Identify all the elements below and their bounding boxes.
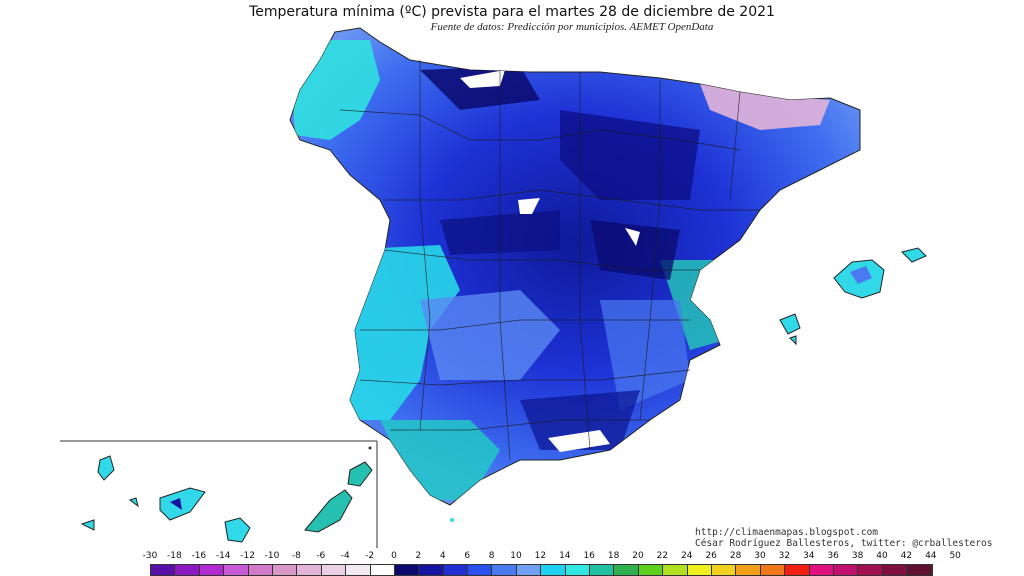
legend-tick: 34	[803, 551, 815, 561]
legend-swatch	[614, 565, 639, 575]
legend-tick: -14	[215, 551, 231, 561]
legend-swatch	[590, 565, 615, 575]
region-ibiza	[779, 313, 801, 346]
legend-swatch	[516, 565, 542, 575]
legend-tick: 30	[754, 551, 766, 561]
legend-ticks: -30 -18 -16 -14 -12 -10 -8 -6 -4 -2 0 2 4 6 8 10 12 14 16 1…	[143, 551, 961, 563]
legend-swatch	[297, 565, 322, 575]
legend-tick: 22	[656, 551, 669, 561]
legend-swatches	[150, 564, 933, 576]
legend-tick: -16	[191, 551, 207, 561]
legend-swatch	[882, 565, 908, 575]
canarias-inset	[60, 440, 378, 548]
legend-swatch	[687, 565, 712, 575]
legend-tick: 36	[827, 551, 839, 561]
legend-swatch	[736, 565, 761, 575]
legend-tick: -6	[316, 551, 326, 561]
legend-tick: 26	[705, 551, 717, 561]
legend-tick: -18	[167, 551, 182, 561]
legend-tick: -4	[340, 551, 350, 561]
legend-tick: 24	[681, 551, 693, 561]
legend-swatch	[346, 565, 371, 575]
credit-author: César Rodríguez Ballesteros, twitter: @c…	[695, 538, 993, 549]
legend-swatch	[468, 565, 493, 575]
legend-swatch	[419, 565, 444, 575]
legend-tick: 6	[464, 551, 471, 561]
legend-swatch	[907, 565, 932, 575]
legend-swatch	[151, 565, 176, 575]
legend-swatch	[663, 565, 688, 575]
legend-tick: 12	[534, 551, 547, 561]
legend-swatch	[565, 565, 591, 575]
color-legend: -30 -18 -16 -14 -12 -10 -8 -6 -4 -2 0 2 4 6 8 10 12 14 16 1…	[143, 551, 961, 576]
legend-tick: 40	[876, 551, 888, 561]
legend-tick: -8	[291, 551, 301, 561]
legend-tick: 20	[632, 551, 644, 561]
legend-swatch	[272, 565, 298, 575]
legend-swatch	[492, 565, 517, 575]
legend-swatch	[760, 565, 786, 575]
legend-tick: -10	[264, 551, 280, 561]
legend-swatch	[394, 565, 420, 575]
legend-swatch	[321, 565, 347, 575]
legend-swatch	[370, 565, 395, 575]
legend-swatch	[858, 565, 883, 575]
legend-tick: -30	[142, 551, 158, 561]
credit-url: http://climaenmapas.blogspot.com	[695, 527, 879, 538]
legend-tick: 38	[851, 551, 864, 561]
legend-tick: 32	[778, 551, 791, 561]
map-title: Temperatura mínima (ºC) prevista para el…	[249, 4, 775, 20]
map-subtitle: Fuente de datos: Predicción por municipi…	[430, 21, 714, 33]
legend-tick: 28	[729, 551, 742, 561]
region-menorca	[901, 247, 927, 263]
legend-swatch	[833, 565, 859, 575]
legend-swatch	[443, 565, 469, 575]
legend-swatch	[638, 565, 664, 575]
legend-tick: 2	[415, 551, 422, 561]
legend-swatch	[175, 565, 200, 575]
legend-tick: 4	[439, 551, 446, 561]
legend-swatch	[809, 565, 834, 575]
legend-swatch	[248, 565, 273, 575]
legend-tick: 8	[488, 551, 495, 561]
legend-tick: 42	[900, 551, 913, 561]
region-mallorca	[833, 259, 885, 299]
legend-tick: 0	[391, 551, 397, 561]
legend-tick: -2	[365, 551, 375, 561]
legend-tick: 50	[949, 551, 961, 561]
legend-tick: 16	[583, 551, 595, 561]
legend-tick: -12	[240, 551, 255, 561]
legend-tick: 18	[607, 551, 620, 561]
legend-swatch	[711, 565, 737, 575]
legend-tick: 14	[559, 551, 571, 561]
legend-swatch	[224, 565, 249, 575]
legend-swatch	[785, 565, 810, 575]
region-peninsula	[289, 27, 861, 506]
legend-tick: 44	[925, 551, 937, 561]
legend-tick: 10	[510, 551, 522, 561]
legend-swatch	[541, 565, 566, 575]
legend-swatch	[199, 565, 225, 575]
